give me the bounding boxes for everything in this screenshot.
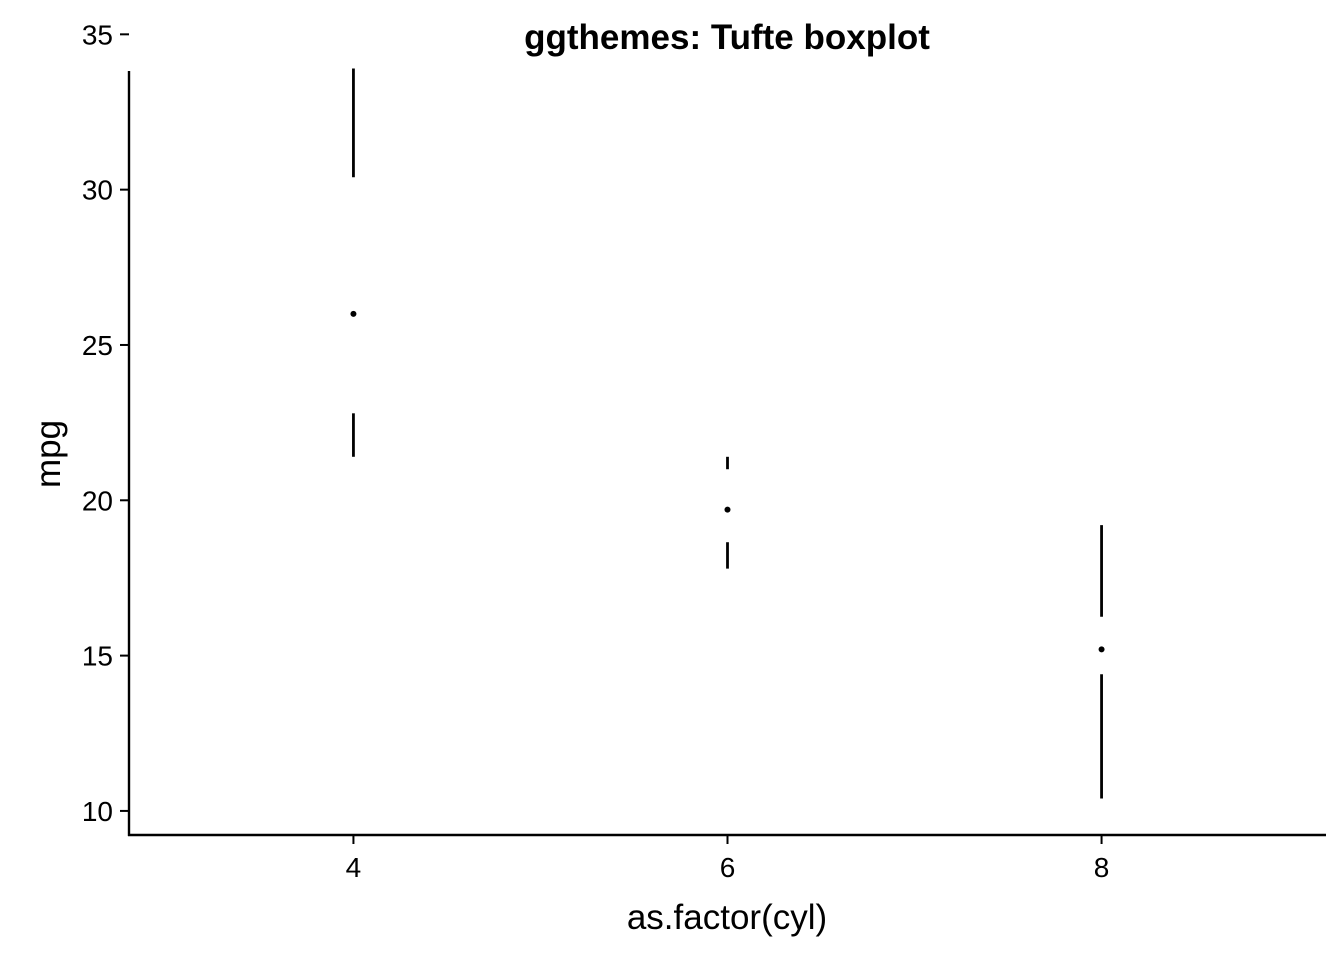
- x-axis-ticks: 4 6 8: [346, 835, 1110, 883]
- x-tick-label: 6: [720, 852, 736, 883]
- y-tick-label: 35: [82, 19, 113, 50]
- median-point-8: [1098, 646, 1105, 653]
- y-tick-label: 15: [82, 641, 113, 672]
- y-tick-label: 25: [82, 330, 113, 361]
- y-tick-label: 30: [82, 175, 113, 206]
- chart-title: ggthemes: Tufte boxplot: [524, 18, 930, 57]
- x-axis-title: as.factor(cyl): [627, 898, 827, 937]
- y-axis-title: mpg: [29, 420, 68, 488]
- y-axis-ticks: 10 15 20 25 30 35: [82, 19, 129, 827]
- median-point-4: [350, 310, 357, 317]
- y-tick-label: 20: [82, 485, 113, 516]
- median-point-6: [724, 506, 731, 513]
- y-tick-label: 10: [82, 796, 113, 827]
- x-tick-label: 4: [346, 852, 362, 883]
- x-tick-label: 8: [1094, 852, 1110, 883]
- boxplot-marks: [350, 68, 1105, 799]
